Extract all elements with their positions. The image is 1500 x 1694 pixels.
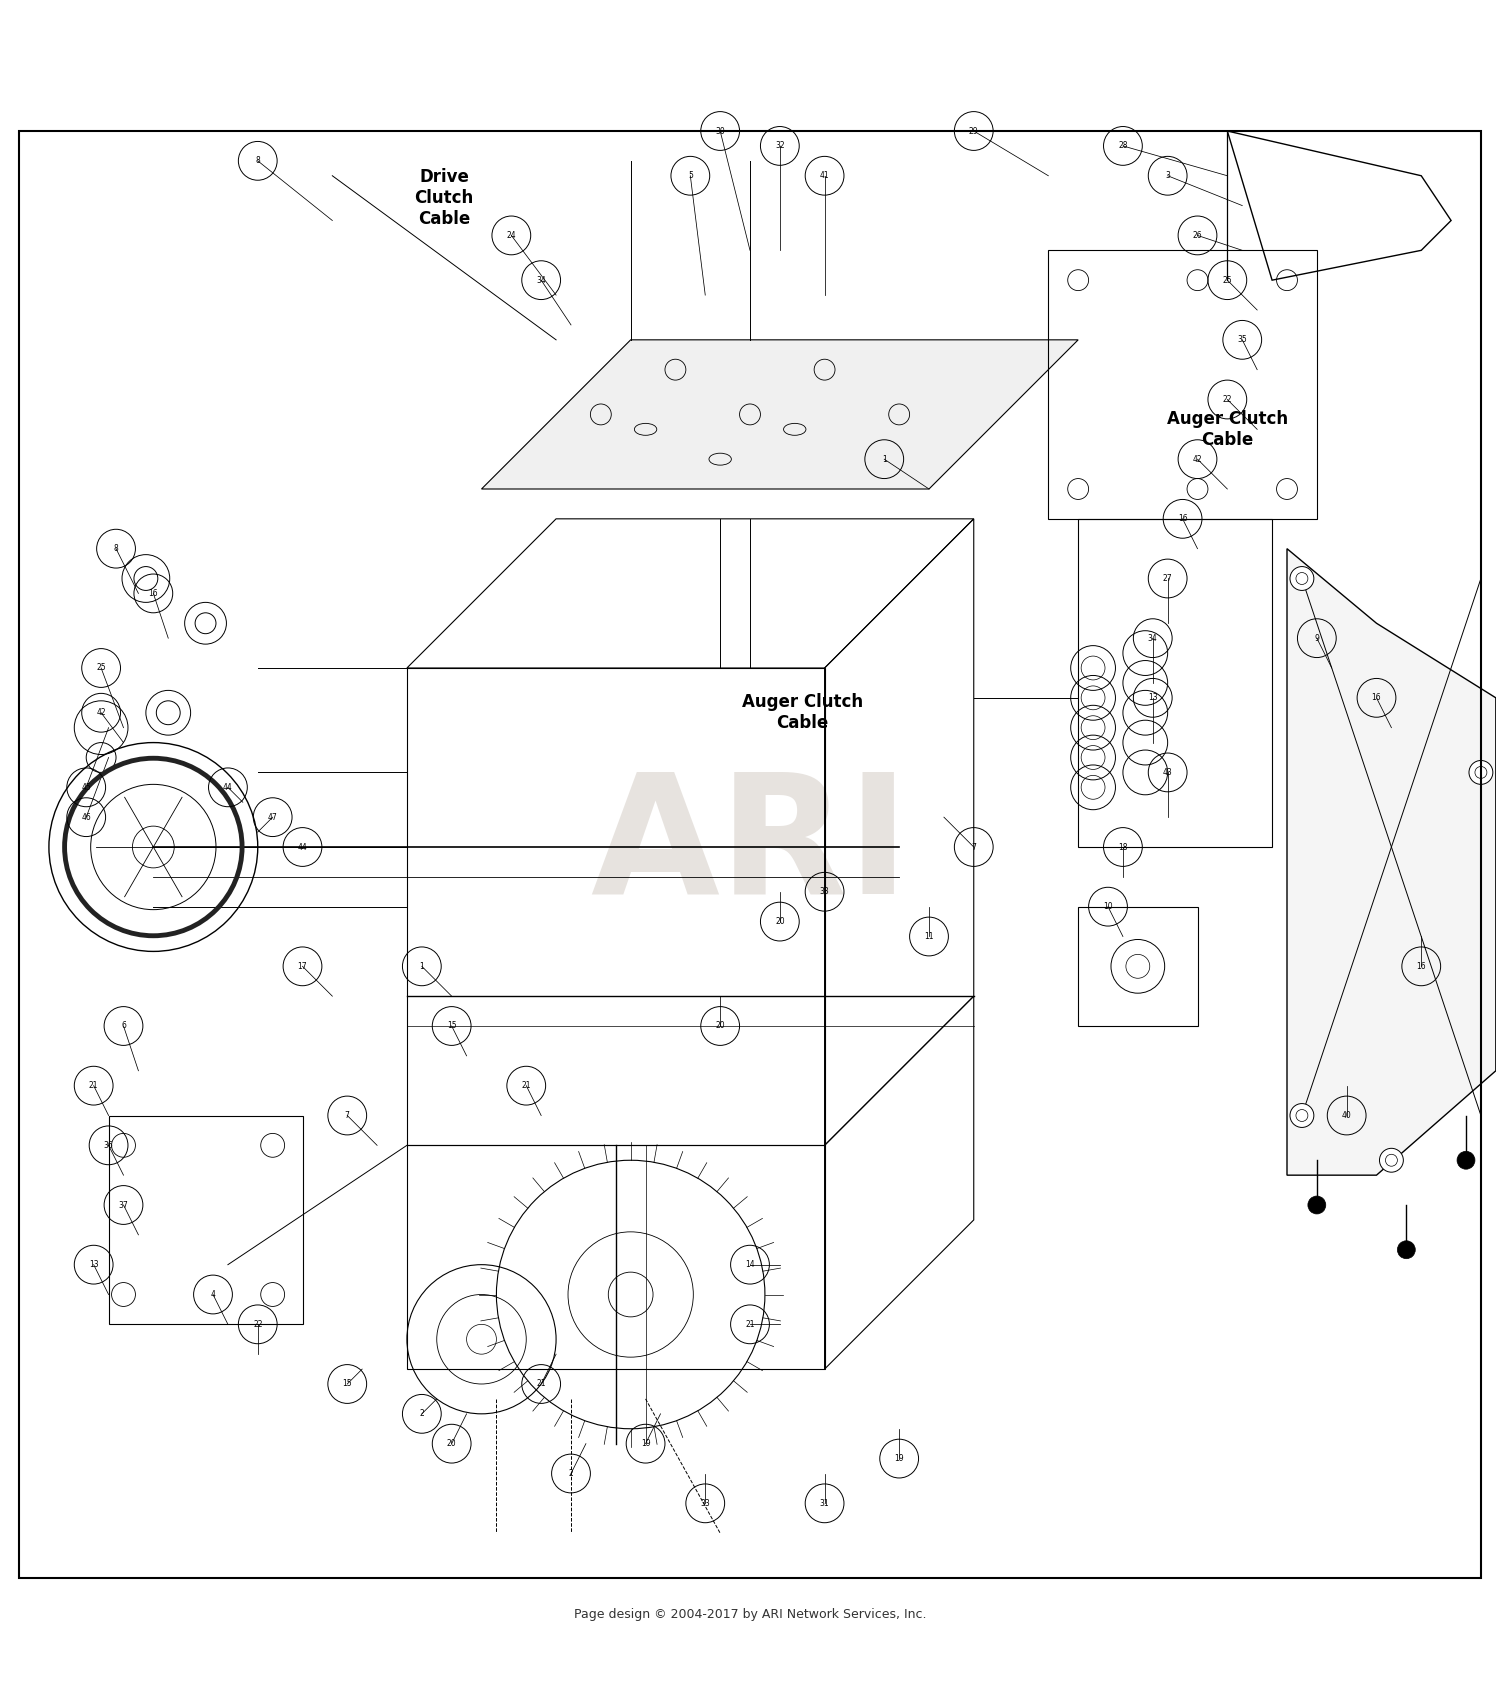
- Text: 13: 13: [1148, 693, 1158, 703]
- Text: 5: 5: [688, 171, 693, 180]
- Text: 2: 2: [420, 1409, 424, 1418]
- Text: 21: 21: [522, 1081, 531, 1091]
- Text: 1: 1: [882, 454, 886, 464]
- Text: 3: 3: [1166, 171, 1170, 180]
- Text: 35: 35: [1238, 335, 1246, 344]
- Circle shape: [1468, 761, 1492, 784]
- Text: 22: 22: [254, 1320, 262, 1328]
- Text: 22: 22: [1222, 395, 1232, 403]
- Text: 34: 34: [1148, 634, 1158, 642]
- Text: 27: 27: [1162, 574, 1173, 583]
- Text: 44: 44: [224, 783, 232, 791]
- Text: 21: 21: [746, 1320, 754, 1328]
- Text: 8: 8: [114, 544, 118, 554]
- Text: 20: 20: [776, 916, 784, 927]
- Text: 33: 33: [700, 1499, 709, 1508]
- Text: 16: 16: [1178, 515, 1188, 523]
- Text: 6: 6: [122, 1021, 126, 1030]
- Text: 47: 47: [268, 813, 278, 822]
- Text: 21: 21: [537, 1379, 546, 1389]
- Text: 9: 9: [1314, 634, 1320, 642]
- Circle shape: [1290, 566, 1314, 591]
- Text: 33: 33: [819, 888, 830, 896]
- Text: 1: 1: [420, 962, 424, 971]
- Text: Auger Clutch
Cable: Auger Clutch Cable: [1167, 410, 1288, 449]
- Text: 30: 30: [716, 127, 724, 136]
- Text: 24: 24: [507, 230, 516, 241]
- Text: 20: 20: [716, 1021, 724, 1030]
- Text: 45: 45: [81, 783, 92, 791]
- Circle shape: [1380, 1149, 1404, 1172]
- Polygon shape: [1287, 549, 1496, 1176]
- Text: 34: 34: [537, 276, 546, 285]
- Text: Auger Clutch
Cable: Auger Clutch Cable: [741, 693, 862, 732]
- Text: 44: 44: [297, 842, 307, 852]
- Text: 13: 13: [88, 1260, 99, 1269]
- Text: Page design © 2004-2017 by ARI Network Services, Inc.: Page design © 2004-2017 by ARI Network S…: [573, 1608, 926, 1621]
- Text: 21: 21: [88, 1081, 99, 1091]
- Text: 37: 37: [118, 1201, 129, 1210]
- Text: 7: 7: [345, 1111, 350, 1120]
- Circle shape: [1290, 1103, 1314, 1128]
- Text: 11: 11: [924, 932, 933, 940]
- Text: 2: 2: [568, 1469, 573, 1477]
- Circle shape: [1456, 1152, 1474, 1169]
- Text: 29: 29: [969, 127, 978, 136]
- Text: 26: 26: [1192, 230, 1203, 241]
- Text: 46: 46: [81, 813, 92, 822]
- Polygon shape: [482, 340, 1078, 490]
- Text: 42: 42: [1192, 454, 1203, 464]
- Text: 19: 19: [894, 1453, 904, 1464]
- Text: 32: 32: [776, 141, 784, 151]
- Text: 8: 8: [255, 156, 260, 166]
- Text: 25: 25: [96, 664, 106, 673]
- Text: 40: 40: [1342, 1111, 1352, 1120]
- Text: 42: 42: [96, 708, 106, 717]
- Text: 25: 25: [1222, 276, 1232, 285]
- Text: 15: 15: [342, 1379, 352, 1389]
- Text: 41: 41: [821, 171, 830, 180]
- Text: 18: 18: [1118, 842, 1128, 852]
- Text: 43: 43: [1162, 767, 1173, 778]
- Text: 15: 15: [447, 1021, 456, 1030]
- Text: ARI: ARI: [591, 766, 909, 928]
- Text: 36: 36: [104, 1140, 114, 1150]
- Circle shape: [1398, 1240, 1416, 1259]
- Text: 16: 16: [1416, 962, 1426, 971]
- Text: 31: 31: [821, 1499, 830, 1508]
- Text: 20: 20: [447, 1440, 456, 1448]
- Text: 19: 19: [640, 1440, 651, 1448]
- Text: Drive
Clutch
Cable: Drive Clutch Cable: [414, 168, 474, 229]
- Text: 7: 7: [972, 842, 976, 852]
- Text: 16: 16: [148, 590, 158, 598]
- Text: 17: 17: [297, 962, 307, 971]
- Text: 4: 4: [210, 1291, 216, 1299]
- Text: 14: 14: [746, 1260, 754, 1269]
- Circle shape: [1308, 1196, 1326, 1215]
- Text: 10: 10: [1102, 903, 1113, 911]
- Text: 28: 28: [1118, 141, 1128, 151]
- Text: 16: 16: [1371, 693, 1382, 703]
